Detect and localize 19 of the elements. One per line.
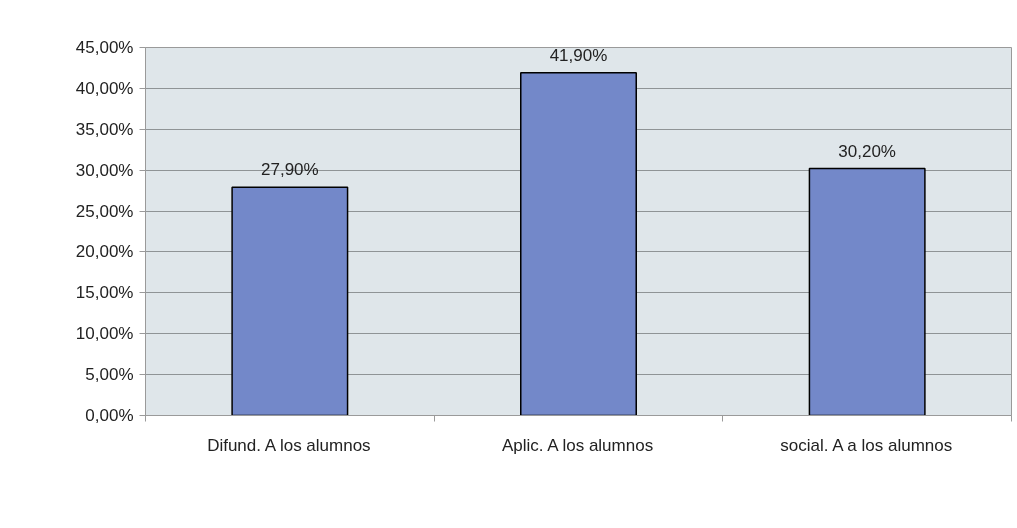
y-tick-label: 40,00% — [75, 78, 134, 98]
data-label: 30,20% — [838, 141, 897, 161]
data-label: 41,90% — [549, 45, 608, 65]
y-tick-label: 45,00% — [75, 38, 134, 57]
y-tick-label: 20,00% — [75, 242, 134, 262]
y-tick-label: 10,00% — [75, 324, 134, 344]
bar — [231, 186, 349, 416]
x-tick-label: Aplic. A los alumnos — [501, 435, 654, 455]
y-tick-label: 30,00% — [75, 160, 134, 180]
bar — [808, 167, 926, 416]
data-label: 27,90% — [261, 160, 319, 180]
bar — [520, 72, 637, 416]
y-tick-label: 0,00% — [85, 406, 134, 425]
x-tick-label: Difund. A los alumnos — [207, 435, 371, 455]
x-tick-label: social. A a los alumnos — [780, 435, 953, 455]
y-tick-label: 15,00% — [75, 283, 134, 303]
y-tick-label: 5,00% — [85, 365, 134, 385]
y-tick-label: 25,00% — [75, 201, 134, 221]
y-tick-label: 35,00% — [75, 119, 134, 139]
